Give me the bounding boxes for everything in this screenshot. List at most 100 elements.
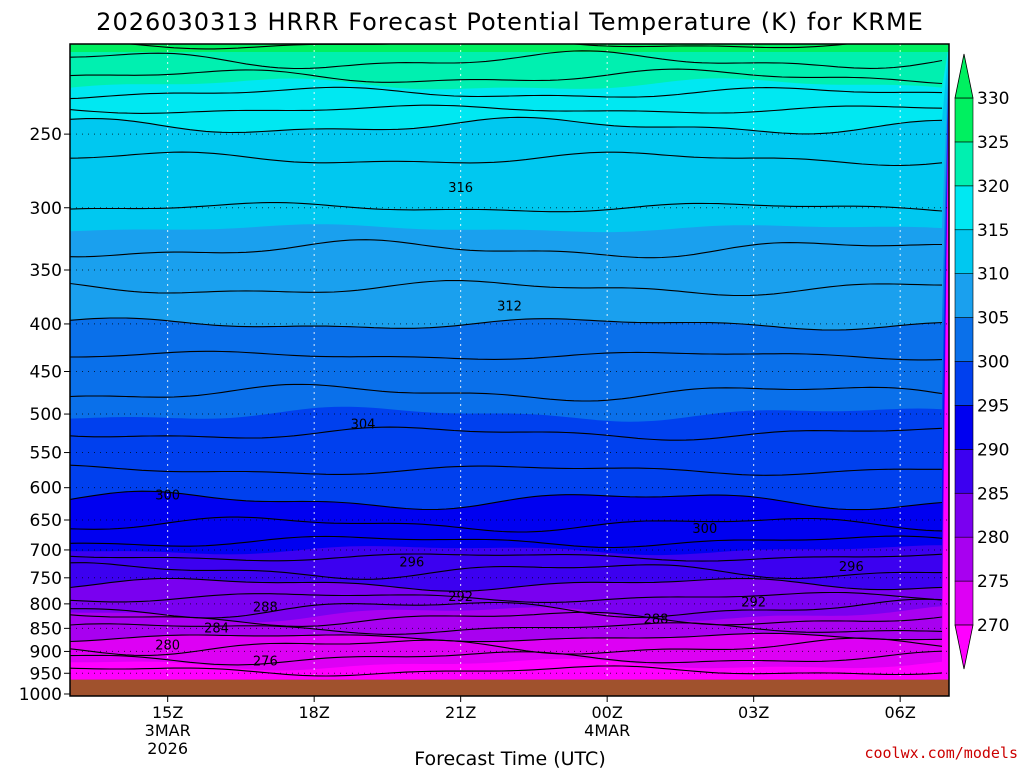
contour-label-text: 292 — [741, 595, 766, 610]
contour-label-text: 300 — [692, 522, 717, 537]
contour-label-text: 316 — [448, 181, 473, 196]
contour-label-12: 280 — [155, 639, 180, 654]
contour-312 — [70, 279, 943, 297]
colorbar-label: 270 — [977, 616, 1009, 636]
contour-label-1: 312 — [497, 299, 522, 314]
contour-label-text: 284 — [204, 621, 229, 636]
contour-330 — [123, 44, 854, 50]
colorbar-label: 290 — [977, 440, 1009, 460]
colorbar-segment-315 — [954, 185, 974, 231]
x-tick-label: 4MAR — [584, 721, 630, 740]
ground-fill — [70, 679, 949, 696]
contour-328 — [70, 50, 943, 70]
contour-318 — [70, 151, 943, 167]
colorbar-segment-295 — [954, 361, 974, 406]
colorbar-segment-275 — [954, 536, 974, 582]
y-tick-label: 850 — [30, 619, 62, 639]
band-top — [70, 44, 949, 52]
filled-contours — [70, 44, 949, 696]
contour-284 — [70, 611, 943, 627]
colorbar-label: 305 — [977, 309, 1009, 329]
contour-314 — [70, 239, 942, 259]
y-tick-label: 750 — [30, 569, 62, 589]
contour-296 — [70, 535, 943, 549]
colorbar-segment-320 — [954, 141, 974, 187]
x-tick-label: 3MAR — [145, 721, 191, 740]
x-tick-label: 00Z — [592, 703, 623, 722]
colorbar-label: 285 — [977, 484, 1009, 504]
x-tick-label: 2026 — [147, 739, 188, 758]
y-tick-label: 950 — [30, 664, 62, 684]
x-tick-label: 15Z — [152, 703, 183, 722]
contour-label-text: 296 — [399, 555, 424, 570]
contour-322 — [70, 104, 943, 114]
colorbar-label: 275 — [977, 572, 1009, 592]
x-axis-label: Forecast Time (UTC) — [414, 748, 605, 768]
colorbar-max-arrow — [954, 53, 974, 99]
contour-302 — [70, 464, 942, 476]
contour-label-3: 300 — [155, 488, 180, 503]
y-tick-label: 1000 — [19, 685, 62, 705]
contour-304 — [70, 426, 943, 441]
colorbar-label: 315 — [977, 221, 1009, 241]
y-tick-label: 500 — [30, 405, 62, 425]
colorbar-label: 280 — [977, 528, 1009, 548]
contour-294 — [70, 553, 943, 562]
terrain — [70, 679, 949, 696]
colorbar-segment-285 — [954, 449, 974, 494]
contour-274 — [70, 665, 943, 677]
colorbar-min-arrow — [954, 624, 974, 670]
pressure-axis: 250 300 350 400 450 500 550 600 650 700 750 800 850 9… — [19, 125, 70, 705]
colorbar-segment-305 — [954, 273, 974, 318]
colorbar-segment-270 — [954, 580, 974, 626]
contour-280 — [70, 632, 943, 643]
contour-label-text: 300 — [155, 488, 180, 503]
contour-326 — [70, 68, 943, 85]
colorbar-label: 300 — [977, 353, 1009, 373]
y-tick-label: 250 — [30, 125, 62, 145]
x-tick-label: 21Z — [445, 703, 476, 722]
contour-label-text: 280 — [155, 639, 180, 654]
contour-276 — [70, 650, 943, 666]
contour-282 — [70, 622, 943, 635]
colorbar-segment-300 — [954, 317, 974, 362]
contour-label-13: 276 — [253, 654, 278, 669]
y-tick-label: 700 — [30, 541, 62, 561]
y-tick-label: 400 — [30, 315, 62, 335]
contour-label-text: 288 — [253, 600, 278, 615]
plot-area: 316 312 304 300 300 296 296 292 292 288 288 284 280 2… — [70, 44, 949, 696]
contour-278 — [70, 637, 943, 656]
contour-label-text: 296 — [839, 560, 864, 575]
y-tick-label: 300 — [30, 199, 62, 219]
colorbar-label: 310 — [977, 265, 1009, 285]
x-tick-label: 06Z — [885, 703, 916, 722]
contour-298 — [70, 516, 943, 533]
y-tick-label: 600 — [30, 479, 62, 499]
contour-316 — [70, 202, 943, 213]
contour-320 — [70, 116, 943, 135]
colorbar-segment-310 — [954, 229, 974, 274]
contour-306 — [70, 383, 943, 402]
contour-label-6: 296 — [839, 560, 864, 575]
colorbar-segment-280 — [954, 492, 974, 538]
contour-label-2: 304 — [351, 418, 376, 433]
y-tick-label: 800 — [30, 595, 62, 615]
colorbar-segment-325 — [954, 97, 974, 143]
contour-label-text: 312 — [497, 299, 522, 314]
contour-label-9: 288 — [253, 600, 278, 615]
x-tick-label: 18Z — [299, 703, 330, 722]
contour-label-5: 296 — [399, 555, 424, 570]
y-tick-label: 350 — [30, 261, 62, 281]
contour-324 — [70, 86, 943, 100]
contour-308 — [70, 350, 943, 361]
contour-label-text: 304 — [351, 418, 376, 433]
contour-290 — [70, 577, 943, 592]
plot-frame — [69, 43, 950, 697]
y-tick-label: 550 — [30, 444, 62, 464]
y-tick-label: 650 — [30, 511, 62, 531]
colorbar-segment-290 — [954, 405, 974, 450]
colorbar-label: 295 — [977, 396, 1009, 416]
y-tick-label: 900 — [30, 642, 62, 662]
contour-300 — [70, 490, 943, 511]
